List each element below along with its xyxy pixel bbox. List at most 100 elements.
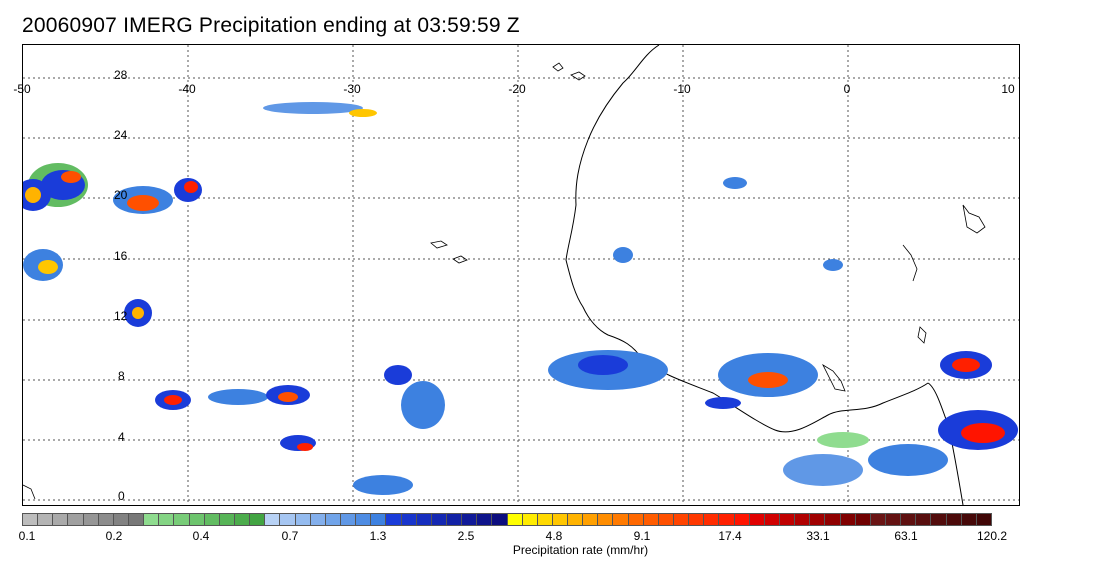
- colorbar-tick-label: 0.2: [105, 529, 123, 543]
- colorbar-swatch: [568, 514, 584, 525]
- colorbar-swatch: [643, 514, 659, 525]
- colorbar-swatch: [734, 514, 750, 525]
- colorbar-swatch: [507, 514, 523, 525]
- y-tick-label: 4: [118, 430, 125, 444]
- colorbar-swatch: [250, 514, 266, 525]
- colorbar-swatch: [916, 514, 932, 525]
- colorbar-swatch: [931, 514, 947, 525]
- colorbar-swatch: [810, 514, 826, 525]
- colorbar-swatch: [780, 514, 796, 525]
- x-tick-label: 0: [843, 82, 851, 96]
- y-tick-label: 16: [114, 249, 128, 263]
- colorbar-swatch: [462, 514, 478, 525]
- colorbar-tick-label: 33.1: [806, 529, 830, 543]
- colorbar-swatch: [204, 514, 220, 525]
- x-tick-label: -20: [508, 82, 526, 96]
- colorbar-swatch: [704, 514, 720, 525]
- colorbar-swatch: [749, 514, 765, 525]
- colorbar-swatch: [325, 514, 341, 525]
- colorbar-tick-label: 120.2: [976, 529, 1008, 543]
- colorbar: [22, 513, 992, 526]
- colorbar-swatch: [795, 514, 811, 525]
- colorbar-swatch: [128, 514, 145, 525]
- colorbar-swatch: [174, 514, 190, 525]
- colorbar-swatch: [522, 514, 538, 525]
- colorbar-swatch: [976, 514, 991, 525]
- colorbar-swatch: [901, 514, 917, 525]
- colorbar-swatch: [265, 514, 281, 525]
- map-grid: [23, 45, 1019, 505]
- y-tick-label: 28: [114, 68, 128, 82]
- colorbar-swatch: [234, 514, 251, 525]
- precipitation-cells: [23, 102, 1018, 495]
- colorbar-swatch: [98, 514, 114, 525]
- colorbar-swatch: [552, 514, 569, 525]
- colorbar-swatch: [492, 514, 508, 525]
- colorbar-swatch: [840, 514, 856, 525]
- colorbar-swatch: [356, 514, 372, 525]
- colorbar-tick-label: 0.1: [18, 529, 36, 543]
- colorbar-swatch: [855, 514, 871, 525]
- colorbar-swatch: [537, 514, 553, 525]
- x-tick-label: -30: [343, 82, 361, 96]
- colorbar-tick-label: 2.5: [457, 529, 475, 543]
- y-tick-label: 20: [114, 188, 128, 202]
- colorbar-swatch: [159, 514, 175, 525]
- colorbar-swatch: [764, 514, 781, 525]
- colorbar-tick-label: 63.1: [894, 529, 918, 543]
- colorbar-swatch: [371, 514, 387, 525]
- colorbar-tick-label: 1.3: [369, 529, 387, 543]
- colorbar-swatch: [674, 514, 690, 525]
- colorbar-tick-label: 4.8: [545, 529, 563, 543]
- colorbar-swatch: [886, 514, 902, 525]
- x-tick-label: -50: [13, 82, 31, 96]
- colorbar-swatch: [825, 514, 841, 525]
- colorbar-swatch: [310, 514, 326, 525]
- colorbar-swatch: [386, 514, 402, 525]
- colorbar-swatch: [416, 514, 432, 525]
- colorbar-swatch: [870, 514, 887, 525]
- coastline: [565, 45, 929, 433]
- colorbar-swatch: [431, 514, 447, 525]
- colorbar-swatch: [961, 514, 977, 525]
- colorbar-swatch: [446, 514, 463, 525]
- colorbar-swatch: [340, 514, 357, 525]
- x-tick-label: -10: [673, 82, 691, 96]
- y-tick-label: 24: [114, 128, 128, 142]
- colorbar-swatch: [628, 514, 644, 525]
- colorbar-swatch: [946, 514, 962, 525]
- colorbar-swatch: [144, 514, 160, 525]
- colorbar-tick-label: 17.4: [718, 529, 742, 543]
- colorbar-swatch: [719, 514, 735, 525]
- colorbar-swatch: [219, 514, 235, 525]
- colorbar-swatch: [295, 514, 311, 525]
- colorbar-swatch: [23, 514, 39, 525]
- colorbar-title: Precipitation rate (mm/hr): [512, 543, 649, 557]
- colorbar-swatch: [113, 514, 129, 525]
- colorbar-swatch: [613, 514, 629, 525]
- colorbar-swatch: [401, 514, 417, 525]
- colorbar-tick-label: 0.4: [192, 529, 210, 543]
- y-tick-label: 12: [114, 309, 128, 323]
- colorbar-swatch: [477, 514, 493, 525]
- colorbar-swatch: [689, 514, 705, 525]
- colorbar-swatch: [583, 514, 599, 525]
- map-outlines: [23, 62, 986, 500]
- colorbar-swatch: [189, 514, 205, 525]
- y-tick-label: 8: [118, 369, 125, 383]
- colorbar-tick-label: 9.1: [633, 529, 651, 543]
- map-title: 20060907 IMERG Precipitation ending at 0…: [22, 14, 520, 37]
- colorbar-swatch: [68, 514, 84, 525]
- x-tick-label: 10: [1001, 82, 1015, 96]
- colorbar-swatch: [83, 514, 99, 525]
- map-canvas: [23, 45, 1019, 505]
- x-tick-label: -40: [178, 82, 196, 96]
- colorbar-swatch: [280, 514, 296, 525]
- colorbar-swatch: [53, 514, 69, 525]
- colorbar-swatch: [598, 514, 614, 525]
- colorbar-swatch: [38, 514, 54, 525]
- y-tick-label: 0: [118, 489, 125, 503]
- colorbar-swatch: [658, 514, 675, 525]
- colorbar-tick-label: 0.7: [281, 529, 299, 543]
- precipitation-map: [22, 44, 1020, 506]
